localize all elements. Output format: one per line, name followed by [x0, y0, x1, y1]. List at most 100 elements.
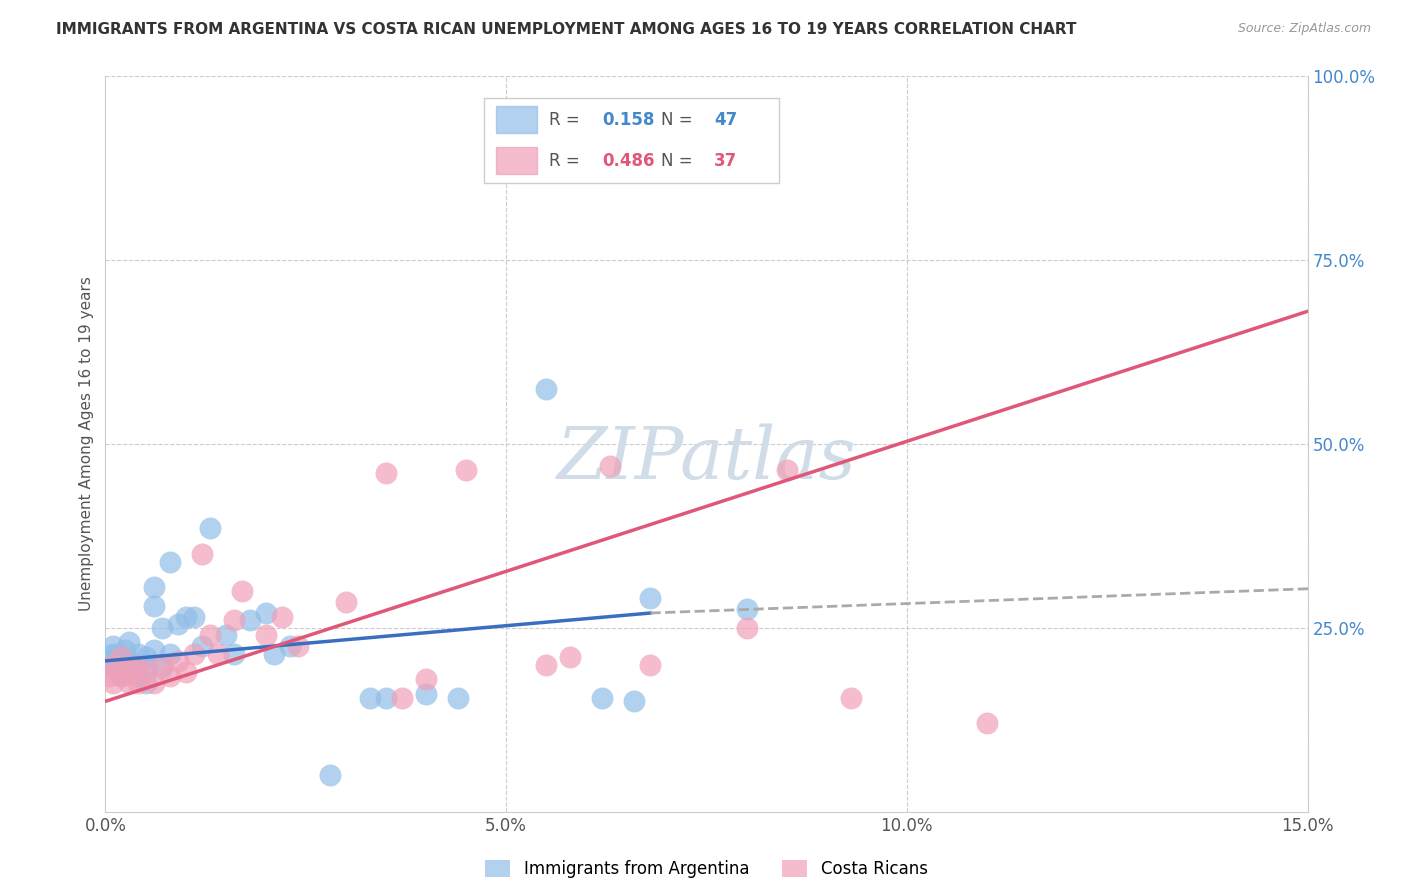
- Point: [127, 661, 149, 675]
- Point: [150, 621, 173, 635]
- Point: [174, 665, 197, 679]
- Point: [735, 621, 758, 635]
- Point: [270, 609, 292, 624]
- Point: [391, 690, 413, 705]
- Point: [287, 639, 309, 653]
- Text: 0.486: 0.486: [602, 152, 654, 169]
- Point: [127, 676, 149, 690]
- Point: [359, 690, 381, 705]
- Point: [159, 647, 181, 661]
- Text: 37: 37: [714, 152, 737, 169]
- Point: [447, 690, 470, 705]
- Point: [560, 650, 582, 665]
- Legend: Immigrants from Argentina, Costa Ricans: Immigrants from Argentina, Costa Ricans: [478, 853, 935, 884]
- Point: [640, 657, 662, 672]
- Point: [231, 584, 253, 599]
- Point: [174, 609, 197, 624]
- Point: [166, 617, 188, 632]
- Point: [976, 716, 998, 731]
- Point: [110, 657, 132, 672]
- Point: [118, 654, 141, 668]
- Point: [107, 647, 129, 661]
- Point: [135, 650, 157, 665]
- FancyBboxPatch shape: [484, 98, 779, 183]
- Point: [101, 647, 124, 661]
- Point: [319, 768, 342, 782]
- Text: N =: N =: [661, 111, 697, 129]
- Point: [278, 639, 301, 653]
- Text: 0.158: 0.158: [602, 111, 654, 129]
- Point: [159, 668, 181, 682]
- Point: [776, 462, 799, 476]
- Point: [640, 591, 662, 606]
- Point: [135, 661, 157, 675]
- Point: [142, 580, 165, 594]
- Y-axis label: Unemployment Among Ages 16 to 19 years: Unemployment Among Ages 16 to 19 years: [79, 277, 94, 611]
- Point: [335, 595, 357, 609]
- Point: [254, 606, 277, 620]
- Point: [135, 676, 157, 690]
- Point: [591, 690, 613, 705]
- Point: [98, 668, 121, 682]
- Point: [454, 462, 477, 476]
- Point: [263, 647, 285, 661]
- Point: [222, 647, 245, 661]
- Point: [127, 657, 149, 672]
- Point: [190, 547, 212, 561]
- Point: [254, 628, 277, 642]
- Bar: [496, 106, 537, 134]
- Point: [103, 639, 125, 653]
- Point: [374, 690, 398, 705]
- Point: [239, 614, 262, 628]
- Text: R =: R =: [548, 111, 585, 129]
- Point: [118, 635, 141, 649]
- Point: [135, 665, 157, 679]
- Point: [127, 668, 149, 682]
- Point: [114, 642, 136, 657]
- Point: [103, 676, 125, 690]
- Point: [183, 609, 205, 624]
- Point: [415, 673, 437, 687]
- Point: [534, 382, 557, 396]
- Point: [103, 657, 125, 672]
- Text: IMMIGRANTS FROM ARGENTINA VS COSTA RICAN UNEMPLOYMENT AMONG AGES 16 TO 19 YEARS : IMMIGRANTS FROM ARGENTINA VS COSTA RICAN…: [56, 22, 1077, 37]
- Point: [150, 657, 173, 672]
- Point: [142, 599, 165, 613]
- Text: Source: ZipAtlas.com: Source: ZipAtlas.com: [1237, 22, 1371, 36]
- Point: [142, 642, 165, 657]
- Point: [839, 690, 862, 705]
- Text: 47: 47: [714, 111, 737, 129]
- Point: [415, 687, 437, 701]
- Text: ZIPatlas: ZIPatlas: [557, 423, 856, 494]
- Point: [190, 639, 212, 653]
- Point: [107, 661, 129, 675]
- Point: [207, 647, 229, 661]
- Point: [735, 602, 758, 616]
- Point: [198, 628, 221, 642]
- Point: [599, 458, 621, 473]
- Point: [183, 647, 205, 661]
- Point: [623, 694, 645, 708]
- Point: [98, 654, 121, 668]
- Point: [214, 628, 236, 642]
- Point: [374, 466, 398, 480]
- Point: [110, 650, 132, 665]
- Point: [110, 668, 132, 682]
- Point: [150, 661, 173, 675]
- Bar: [496, 147, 537, 174]
- Point: [166, 654, 188, 668]
- Point: [222, 614, 245, 628]
- Point: [118, 676, 141, 690]
- Point: [198, 521, 221, 535]
- Point: [142, 676, 165, 690]
- Point: [127, 647, 149, 661]
- Point: [103, 661, 125, 675]
- Point: [159, 554, 181, 569]
- Text: R =: R =: [548, 152, 585, 169]
- Point: [110, 668, 132, 682]
- Point: [534, 657, 557, 672]
- Point: [114, 661, 136, 675]
- Point: [118, 661, 141, 675]
- Text: N =: N =: [661, 152, 697, 169]
- Point: [118, 661, 141, 675]
